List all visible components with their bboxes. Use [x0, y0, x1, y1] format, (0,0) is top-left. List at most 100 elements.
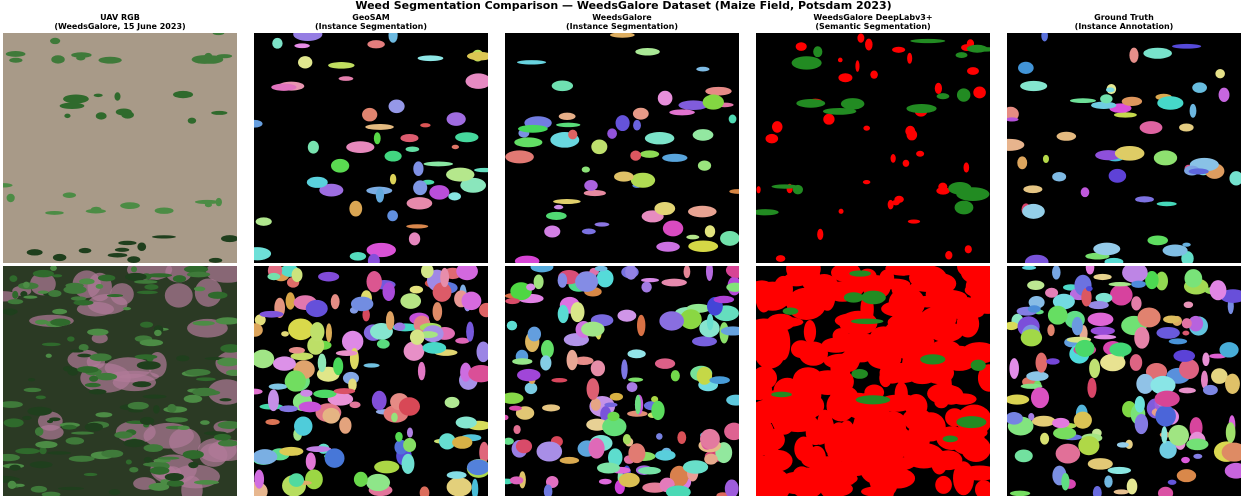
plant-leaf	[118, 240, 137, 246]
plant-leaf	[95, 112, 107, 120]
instance-segment	[395, 431, 403, 442]
plant-leaf	[226, 369, 237, 376]
instance-segment	[630, 172, 656, 188]
instance-segment	[1122, 266, 1148, 283]
plant-leaf	[154, 207, 174, 214]
instance-segment	[1181, 456, 1190, 464]
instance-segment	[726, 282, 739, 292]
instance-segment	[729, 189, 739, 194]
plant-leaf	[50, 266, 57, 271]
instance-segment	[373, 132, 381, 145]
instance-segment	[1131, 280, 1146, 288]
instance-segment	[598, 478, 612, 485]
weed-segment	[890, 342, 931, 360]
instance-segment	[1022, 266, 1037, 270]
plant-leaf	[106, 294, 124, 298]
instance-segment	[346, 141, 375, 153]
instance-segment	[1047, 305, 1068, 325]
instance-segment	[1157, 96, 1184, 110]
instance-segment	[366, 242, 396, 258]
instance-segment	[306, 176, 328, 188]
plant-leaf	[68, 455, 95, 462]
instance-segment	[1040, 432, 1050, 445]
plant-leaf	[78, 344, 89, 351]
instance-segment	[607, 411, 620, 422]
weed-segment	[936, 186, 950, 195]
crop-segment	[956, 88, 971, 102]
instance-segment	[700, 428, 720, 450]
instance-segment	[1007, 138, 1025, 151]
plant-leaf	[30, 485, 48, 493]
weed-segment	[905, 125, 916, 137]
instance-segment	[1007, 412, 1023, 425]
instance-segment	[654, 201, 676, 216]
instance-segment	[1100, 94, 1113, 104]
instance-segment	[669, 465, 689, 487]
instance-segment	[1030, 387, 1050, 409]
instance-segment	[1104, 475, 1113, 488]
plant-leaf	[142, 462, 169, 467]
instance-segment	[1020, 383, 1043, 389]
instance-segment	[1134, 413, 1149, 435]
instance-segment	[551, 80, 574, 92]
instance-segment	[559, 456, 580, 464]
instance-segment	[413, 180, 428, 196]
weed-segment	[763, 473, 787, 488]
crop-segment	[756, 209, 779, 216]
weed-segment	[935, 475, 952, 494]
instance-segment	[1007, 394, 1030, 405]
instance-segment	[376, 339, 390, 349]
plant-leaf	[183, 394, 203, 403]
plant-leaf	[122, 307, 132, 311]
weed-segment	[770, 403, 800, 433]
instance-segment	[339, 417, 352, 434]
instance-segment	[461, 291, 482, 311]
plant-leaf	[172, 275, 187, 283]
instance-segment	[429, 185, 450, 200]
weed-segment	[873, 428, 901, 451]
weed-segment	[816, 409, 834, 444]
weed-segment	[756, 186, 761, 194]
instance-segment	[1080, 187, 1090, 198]
instance-segment	[1134, 326, 1150, 349]
plant-leaf	[6, 193, 15, 203]
instance-segment	[366, 473, 391, 492]
weed-segment	[936, 289, 957, 324]
instance-segment	[628, 377, 644, 382]
instance-segment	[1155, 271, 1168, 291]
plant-leaf	[194, 199, 220, 205]
weed-segment	[756, 281, 791, 311]
instance-segment	[632, 107, 649, 120]
instance-segment	[728, 114, 737, 124]
instance-segment	[349, 401, 361, 409]
instance-segment	[665, 485, 691, 496]
instance-segment	[1022, 203, 1045, 219]
weed-segment	[803, 319, 817, 344]
weed-segment	[902, 159, 910, 167]
instance-segment	[1093, 273, 1112, 281]
instance-segment	[594, 266, 608, 272]
column-subtitle: (Instance Segmentation)	[315, 22, 427, 31]
field-background	[3, 33, 237, 263]
plant-leaf	[139, 339, 164, 347]
instance-segment	[1126, 478, 1138, 495]
instance-segment	[1113, 489, 1129, 495]
instance-segment	[388, 33, 398, 43]
column-subtitle: (Instance Segmentation)	[566, 22, 678, 31]
instance-segment	[405, 146, 420, 152]
instance-segment	[688, 205, 717, 218]
weed-segment	[808, 456, 848, 489]
instance-segment	[1020, 329, 1043, 347]
plant-leaf	[200, 420, 210, 425]
plant-leaf	[73, 299, 94, 306]
weed-segment	[934, 396, 949, 409]
image-panel-instance-row2	[505, 266, 739, 496]
instance-segment	[1182, 242, 1191, 247]
instance-segment	[254, 314, 266, 326]
column-title: Ground Truth	[1094, 13, 1154, 22]
instance-segment	[389, 173, 397, 185]
instance-segment	[317, 353, 327, 373]
instance-segment	[661, 278, 687, 287]
plant-leaf	[154, 329, 162, 337]
plant-leaf	[143, 444, 164, 452]
